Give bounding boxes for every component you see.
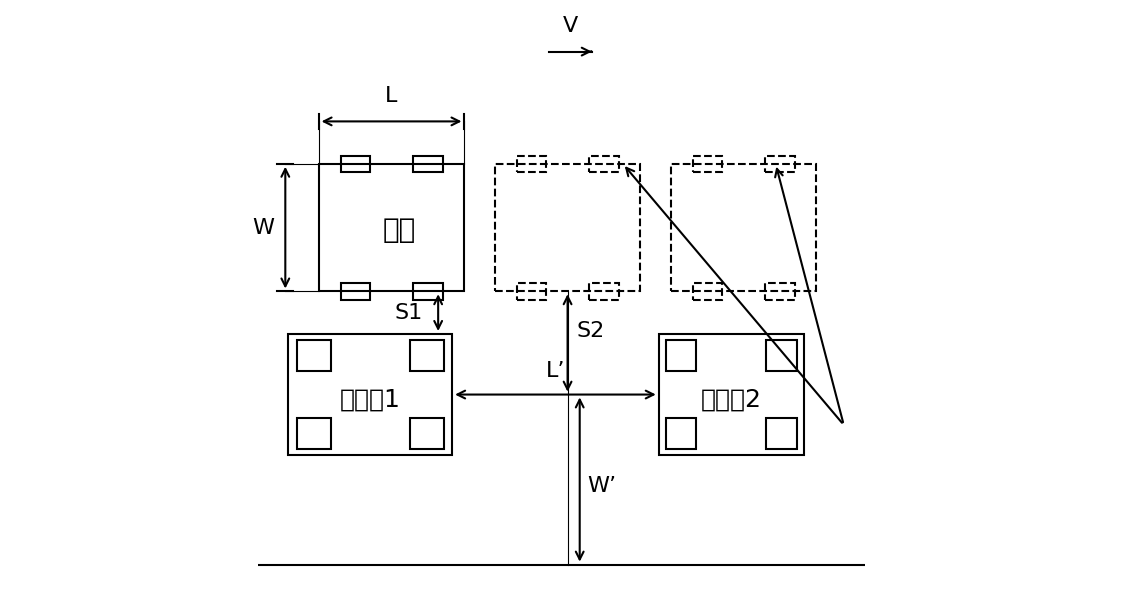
Text: W: W	[253, 218, 274, 237]
Bar	[766, 155, 795, 172]
Bar	[766, 418, 797, 449]
Text: 自车: 自车	[382, 216, 416, 244]
Text: L’: L’	[546, 361, 565, 381]
Text: V: V	[563, 16, 578, 36]
Bar	[410, 340, 444, 371]
Bar	[517, 283, 546, 300]
Bar	[590, 155, 619, 172]
Bar	[766, 340, 797, 371]
Bar	[340, 155, 369, 172]
Bar	[590, 283, 619, 300]
Bar	[693, 155, 722, 172]
Bar	[319, 164, 465, 291]
Bar	[670, 164, 816, 291]
Bar	[658, 334, 804, 455]
Bar	[413, 155, 442, 172]
Bar	[289, 334, 453, 455]
Bar	[410, 418, 444, 449]
Bar	[666, 340, 696, 371]
Bar	[693, 283, 722, 300]
Bar	[413, 283, 442, 300]
Bar	[517, 155, 546, 172]
Text: W’: W’	[587, 476, 617, 495]
Bar	[495, 164, 640, 291]
Bar	[340, 283, 369, 300]
Text: 障碍物2: 障碍物2	[701, 387, 763, 412]
Bar	[296, 418, 331, 449]
Bar	[296, 340, 331, 371]
Text: L: L	[385, 86, 398, 106]
Bar	[666, 418, 696, 449]
Text: S2: S2	[577, 321, 605, 341]
Text: S1: S1	[394, 303, 423, 322]
Bar	[766, 283, 795, 300]
Text: 障碍物1: 障碍物1	[340, 387, 401, 412]
